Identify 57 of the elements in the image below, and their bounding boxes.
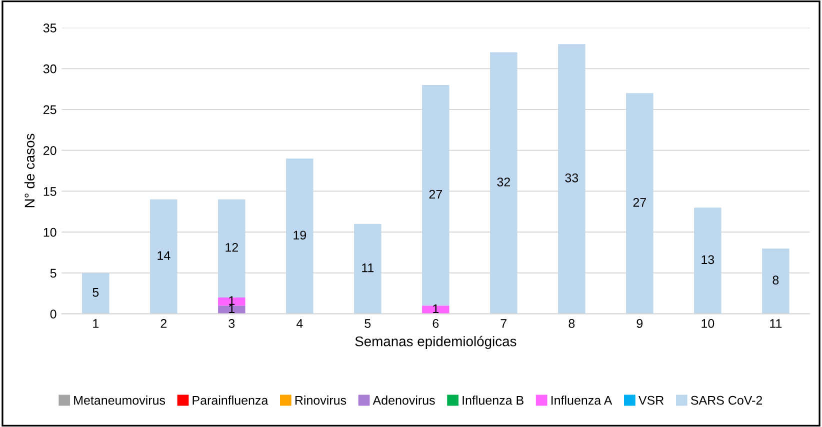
bar xyxy=(490,52,518,314)
data-label: 11 xyxy=(362,264,374,272)
legend-label: VSR xyxy=(638,396,664,405)
bar xyxy=(218,297,246,306)
bar xyxy=(422,84,450,306)
bar xyxy=(82,272,110,314)
x-axis-title: Semanas epidemiológicas xyxy=(355,336,516,350)
legend-label: SARS CoV-2 xyxy=(690,396,762,405)
x-tick-label: 2 xyxy=(160,319,166,328)
y-tick-label: 20 xyxy=(44,146,56,156)
data-label: 1 xyxy=(433,304,439,313)
x-tick-label: 7 xyxy=(500,319,507,328)
legend-label: Rinovirus xyxy=(295,396,346,405)
x-tick-label: 9 xyxy=(636,319,643,328)
data-label: 5 xyxy=(92,288,99,297)
bar xyxy=(558,44,586,314)
y-tick-label: 10 xyxy=(44,228,56,237)
bar xyxy=(422,306,450,314)
data-label: 33 xyxy=(565,173,578,182)
data-label: 8 xyxy=(772,276,779,285)
bar xyxy=(286,158,314,314)
bar xyxy=(762,248,790,314)
bar xyxy=(218,306,246,314)
legend-label: Influenza B xyxy=(462,396,524,405)
data-label: 1 xyxy=(229,296,235,305)
x-tick-label: 1 xyxy=(93,319,99,328)
data-label: 1 xyxy=(229,304,235,313)
bar xyxy=(694,208,722,314)
x-tick-label: 10 xyxy=(702,319,714,328)
y-tick-label: 0 xyxy=(50,310,56,318)
y-axis-title: N° de casos xyxy=(24,134,35,208)
legend-label: Metaneumovirus xyxy=(74,396,166,405)
x-tick-label: 8 xyxy=(568,319,575,328)
data-label: 13 xyxy=(702,255,714,264)
y-tick-label: 15 xyxy=(44,187,56,196)
data-label: 32 xyxy=(497,178,510,186)
bar xyxy=(626,93,654,314)
y-tick-label: 35 xyxy=(43,24,56,32)
y-tick-label: 30 xyxy=(43,64,56,74)
x-tick-label: 11 xyxy=(770,319,782,328)
legend-label: Influenza A xyxy=(552,396,612,405)
data-label: 14 xyxy=(158,251,170,260)
bar xyxy=(150,199,178,314)
data-label: 19 xyxy=(294,230,306,240)
data-label: 27 xyxy=(429,190,442,199)
y-tick-label: 5 xyxy=(50,268,56,278)
data-label: 12 xyxy=(226,242,238,252)
legend-label: Parainfluenza xyxy=(192,396,268,405)
x-tick-label: 3 xyxy=(228,319,235,328)
data-label: 27 xyxy=(633,198,646,207)
x-tick-label: 5 xyxy=(364,319,371,328)
x-tick-label: 4 xyxy=(296,319,303,328)
legend-label: Adenovirus xyxy=(372,396,435,405)
bar xyxy=(218,199,246,298)
x-tick-label: 6 xyxy=(432,319,439,328)
bar xyxy=(354,224,382,314)
y-tick-label: 25 xyxy=(44,105,56,114)
